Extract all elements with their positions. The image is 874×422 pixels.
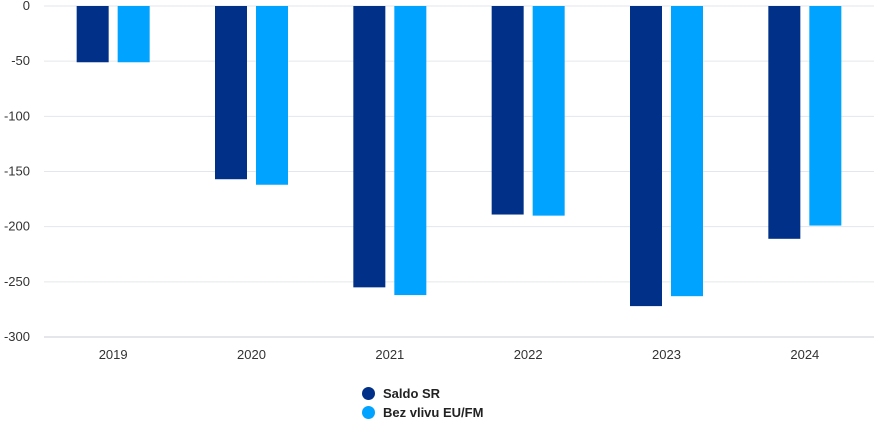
y-tick-label: 0 bbox=[23, 0, 30, 13]
legend-item-series-1[interactable]: Saldo SR bbox=[362, 384, 483, 403]
y-tick-label: -50 bbox=[11, 53, 30, 68]
x-tick-label: 2022 bbox=[514, 347, 543, 362]
legend-label-series-2: Bez vlivu EU/FM bbox=[383, 405, 484, 420]
legend-label-series-1: Saldo SR bbox=[383, 386, 441, 401]
legend-swatch-series-2 bbox=[362, 406, 375, 419]
y-tick-label: -150 bbox=[4, 164, 30, 179]
bar-bez-vlivu-2023[interactable] bbox=[671, 6, 703, 297]
legend-swatch-series-1 bbox=[362, 387, 375, 400]
x-tick-label: 2023 bbox=[652, 347, 681, 362]
y-tick-label: -300 bbox=[4, 329, 30, 344]
x-tick-label: 2024 bbox=[790, 347, 819, 362]
bar-saldo-sr-2022[interactable] bbox=[491, 6, 524, 215]
x-axis-ticks: 2019 2020 2021 2022 2023 2024 bbox=[99, 347, 820, 362]
x-tick-label: 2021 bbox=[375, 347, 404, 362]
x-tick-label: 2019 bbox=[99, 347, 128, 362]
bar-saldo-sr-2020[interactable] bbox=[215, 6, 247, 180]
bar-bez-vlivu-2022[interactable] bbox=[532, 6, 565, 216]
bar-saldo-sr-2021[interactable] bbox=[353, 6, 386, 288]
bar-bez-vlivu-2020[interactable] bbox=[256, 6, 288, 185]
bar-saldo-sr-2023[interactable] bbox=[630, 6, 662, 307]
x-tick-label: 2020 bbox=[237, 347, 266, 362]
gridlines bbox=[44, 5, 874, 338]
y-tick-label: -200 bbox=[4, 219, 30, 234]
bar-bez-vlivu-2024[interactable] bbox=[809, 6, 842, 226]
legend: Saldo SR Bez vlivu EU/FM bbox=[362, 384, 483, 422]
bars bbox=[76, 6, 842, 307]
bar-chart: 0 -50 -100 -150 -200 -250 -300 2019 2020 2021 202… bbox=[4, 0, 874, 362]
bar-bez-vlivu-2021[interactable] bbox=[394, 6, 427, 296]
bar-saldo-sr-2024[interactable] bbox=[768, 6, 801, 239]
y-tick-label: -100 bbox=[4, 108, 30, 123]
bar-bez-vlivu-2019[interactable] bbox=[117, 6, 150, 63]
y-tick-label: -250 bbox=[4, 274, 30, 289]
legend-item-series-2[interactable]: Bez vlivu EU/FM bbox=[362, 403, 483, 422]
bar-saldo-sr-2019[interactable] bbox=[76, 6, 109, 63]
y-axis-ticks: 0 -50 -100 -150 -200 -250 -300 bbox=[4, 0, 30, 344]
